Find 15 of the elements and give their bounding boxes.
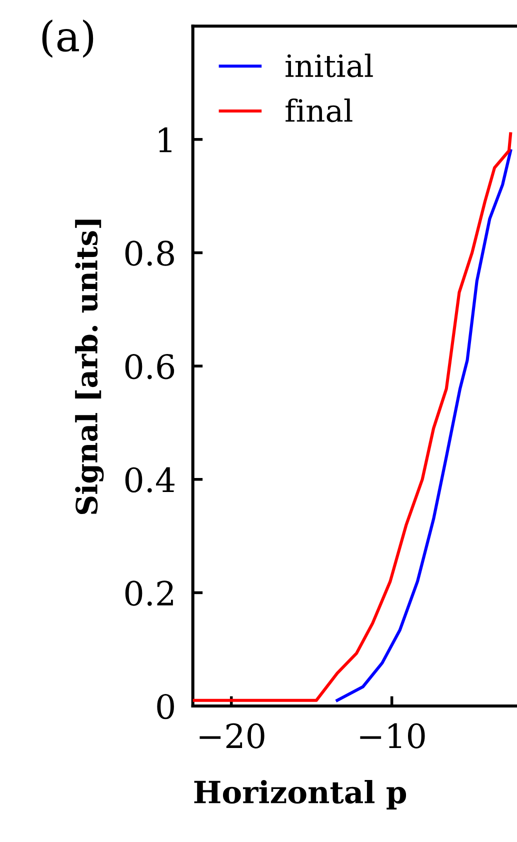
x-tick-label: −10: [360, 723, 425, 748]
x-tick-label: −20: [200, 723, 264, 748]
y-tick-label: 1: [159, 127, 172, 152]
x-axis-title: Horizontal p: [194, 780, 406, 810]
y-tick-label: 0.2: [125, 580, 173, 606]
y-tick-label: 0.6: [125, 354, 174, 380]
y-tick-label: 0: [157, 694, 174, 720]
line-series: [192, 132, 512, 702]
text: (a): [42, 20, 94, 58]
line-series: [336, 149, 512, 702]
y-tick-label: 0.4: [125, 467, 174, 493]
legend-label: final: [286, 98, 352, 122]
y-axis-title: Signal [arb. units]: [75, 220, 104, 514]
y-tick-label: 0.8: [125, 240, 174, 266]
legend-label: initial: [286, 54, 373, 78]
